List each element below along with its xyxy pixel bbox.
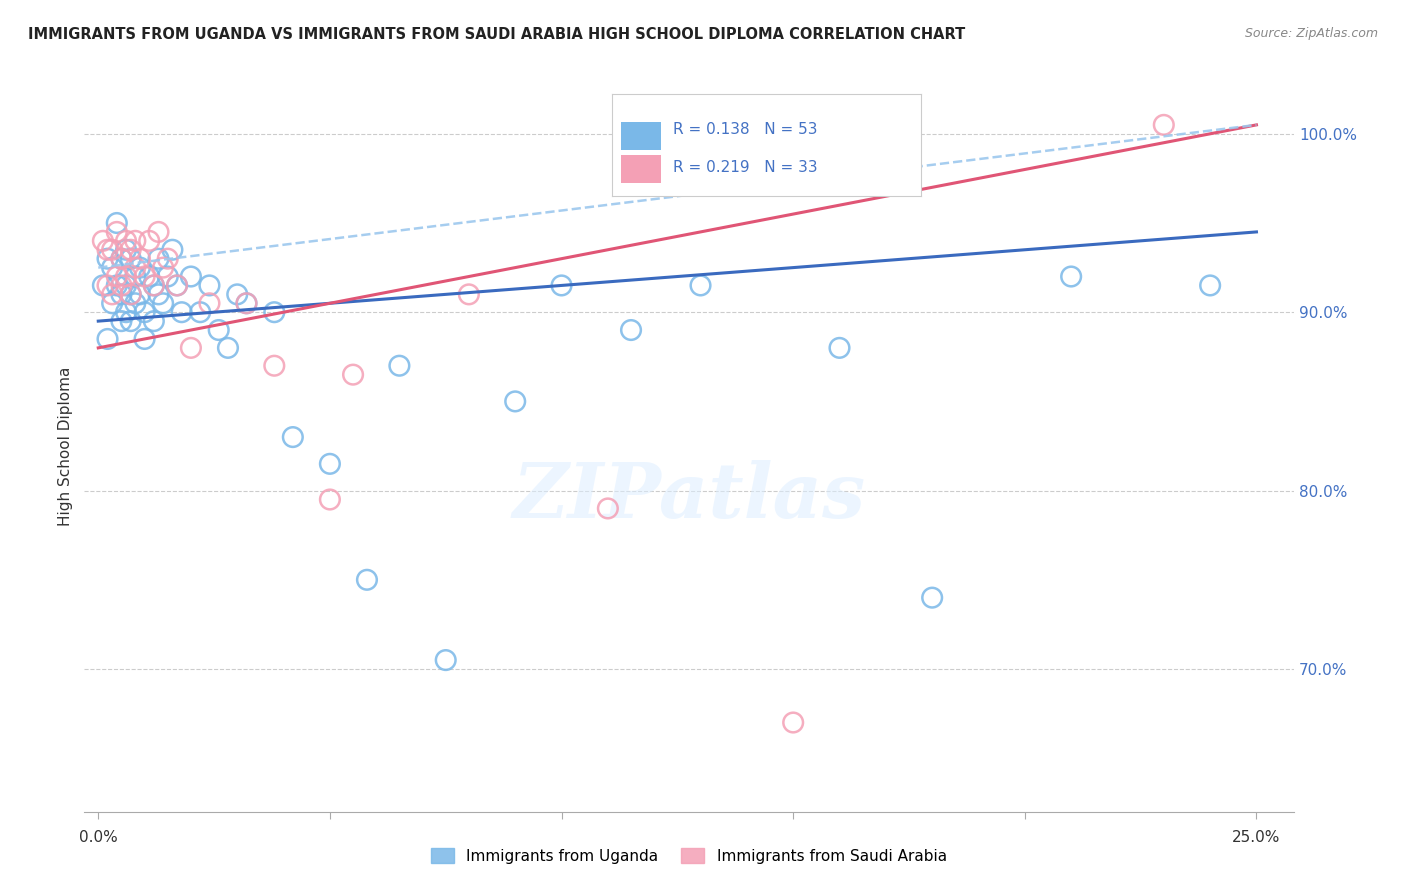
Legend: Immigrants from Uganda, Immigrants from Saudi Arabia: Immigrants from Uganda, Immigrants from … — [425, 842, 953, 870]
Point — [142, 278, 165, 293]
Text: 25.0%: 25.0% — [1232, 830, 1281, 845]
Point — [235, 296, 257, 310]
Point — [115, 269, 138, 284]
Point — [217, 341, 239, 355]
Point — [148, 252, 170, 266]
Point — [208, 323, 231, 337]
Point — [138, 269, 160, 284]
Point — [105, 269, 128, 284]
Point — [96, 243, 118, 257]
Point — [170, 305, 193, 319]
Point — [120, 287, 142, 301]
Text: ZIPatlas: ZIPatlas — [512, 460, 866, 534]
FancyBboxPatch shape — [621, 122, 661, 150]
Y-axis label: High School Diploma: High School Diploma — [58, 367, 73, 525]
Point — [96, 278, 118, 293]
Point — [115, 305, 138, 319]
Point — [226, 287, 249, 301]
Point — [152, 296, 174, 310]
Point — [319, 457, 342, 471]
Point — [134, 332, 156, 346]
Point — [101, 287, 124, 301]
Point — [105, 225, 128, 239]
Point — [115, 278, 138, 293]
Point — [101, 296, 124, 310]
Point — [1060, 269, 1083, 284]
Point — [782, 715, 804, 730]
Point — [156, 269, 179, 284]
Point — [134, 305, 156, 319]
Point — [110, 314, 132, 328]
Point — [91, 234, 114, 248]
Point — [124, 269, 146, 284]
Point — [263, 305, 285, 319]
Point — [110, 278, 132, 293]
Point — [188, 305, 211, 319]
Point — [129, 252, 152, 266]
Point — [166, 278, 188, 293]
Point — [142, 314, 165, 328]
Point — [180, 269, 202, 284]
Point — [1153, 118, 1175, 132]
Point — [115, 234, 138, 248]
Point — [101, 243, 124, 257]
Point — [110, 252, 132, 266]
Point — [689, 278, 711, 293]
Point — [503, 394, 526, 409]
Point — [96, 332, 118, 346]
Point — [142, 278, 165, 293]
Text: IMMIGRANTS FROM UGANDA VS IMMIGRANTS FROM SAUDI ARABIA HIGH SCHOOL DIPLOMA CORRE: IMMIGRANTS FROM UGANDA VS IMMIGRANTS FRO… — [28, 27, 966, 42]
Point — [457, 287, 479, 301]
Point — [91, 278, 114, 293]
Point — [156, 252, 179, 266]
Point — [120, 243, 142, 257]
Point — [134, 269, 156, 284]
Point — [138, 234, 160, 248]
Point — [115, 243, 138, 257]
Point — [162, 243, 184, 257]
Point — [235, 296, 257, 310]
Point — [101, 260, 124, 275]
Point — [596, 501, 619, 516]
Point — [152, 260, 174, 275]
Point — [434, 653, 457, 667]
Text: 0.0%: 0.0% — [79, 830, 118, 845]
FancyBboxPatch shape — [621, 155, 661, 183]
Point — [124, 296, 146, 310]
Point — [124, 234, 146, 248]
Text: R = 0.138   N = 53: R = 0.138 N = 53 — [673, 122, 818, 137]
Point — [281, 430, 304, 444]
Point — [148, 287, 170, 301]
Point — [319, 492, 342, 507]
Point — [198, 296, 221, 310]
Point — [356, 573, 378, 587]
Point — [129, 260, 152, 275]
Point — [921, 591, 943, 605]
Point — [342, 368, 364, 382]
Point — [120, 287, 142, 301]
Text: Source: ZipAtlas.com: Source: ZipAtlas.com — [1244, 27, 1378, 40]
Point — [110, 252, 132, 266]
Point — [263, 359, 285, 373]
Point — [105, 216, 128, 230]
Point — [388, 359, 411, 373]
Point — [120, 252, 142, 266]
Point — [1199, 278, 1222, 293]
Point — [166, 278, 188, 293]
Point — [120, 314, 142, 328]
Point — [180, 341, 202, 355]
Point — [148, 225, 170, 239]
Text: R = 0.219   N = 33: R = 0.219 N = 33 — [673, 161, 818, 176]
Point — [198, 278, 221, 293]
Point — [129, 287, 152, 301]
Point — [620, 323, 643, 337]
Point — [550, 278, 572, 293]
Point — [124, 260, 146, 275]
Point — [828, 341, 851, 355]
Point — [96, 252, 118, 266]
Point — [110, 287, 132, 301]
Point — [105, 278, 128, 293]
